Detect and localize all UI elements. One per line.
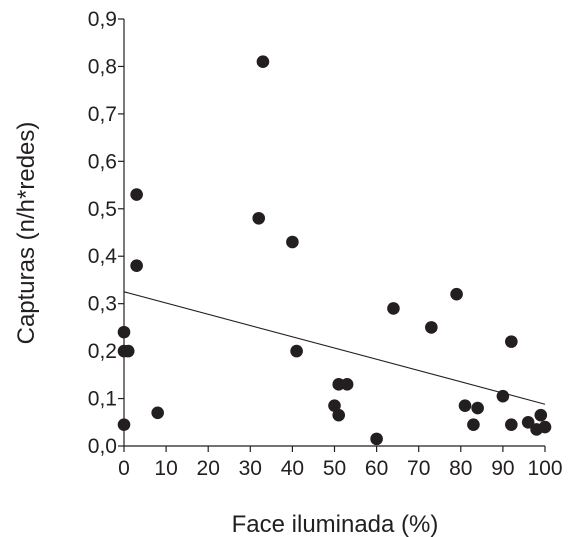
data-point	[118, 418, 131, 431]
data-points	[118, 55, 552, 445]
data-point	[459, 399, 472, 412]
y-axis-title: Capturas (n/h*redes)	[13, 122, 40, 345]
x-tick-label: 80	[449, 457, 472, 480]
data-point	[425, 321, 438, 334]
x-axis-title: Face iluminada (%)	[232, 511, 439, 537]
data-point	[118, 345, 131, 358]
x-tick-label: 100	[527, 457, 562, 480]
data-point	[370, 433, 383, 446]
data-point	[118, 326, 131, 339]
data-point	[341, 378, 354, 391]
y-tick-label: 0,1	[88, 388, 117, 411]
y-tick-label: 0,9	[88, 8, 117, 31]
x-tick-label: 50	[323, 457, 346, 480]
data-point	[130, 259, 143, 272]
data-point	[130, 188, 143, 201]
data-point	[387, 302, 400, 315]
x-tick-label: 90	[491, 457, 514, 480]
x-tick-label: 60	[365, 457, 388, 480]
y-tick-label: 0,3	[88, 293, 117, 316]
data-point	[332, 409, 345, 422]
data-point	[471, 402, 484, 415]
data-point	[286, 236, 299, 249]
data-point	[539, 421, 552, 434]
data-point	[505, 335, 518, 348]
y-tick-label: 0,5	[88, 198, 117, 221]
x-tick-label: 40	[281, 457, 304, 480]
y-tick-label: 0,4	[88, 245, 118, 268]
data-point	[151, 406, 164, 419]
y-tick-label: 0,0	[88, 435, 117, 458]
x-tick-label: 20	[197, 457, 220, 480]
x-tick-label: 10	[154, 457, 177, 480]
data-point	[497, 390, 510, 403]
y-axis-ticks: 0,0 0,1 0,2 0,3 0,4 0,5 0,6 0,7 0,8 0,9	[88, 8, 124, 458]
x-tick-label: 0	[118, 457, 130, 480]
data-point	[505, 418, 518, 431]
y-tick-label: 0,2	[88, 340, 117, 363]
data-point	[290, 345, 303, 358]
y-tick-label: 0,8	[88, 55, 117, 78]
data-point	[467, 418, 480, 431]
y-tick-label: 0,7	[88, 103, 117, 126]
data-point	[450, 288, 463, 301]
y-tick-label: 0,6	[88, 150, 117, 173]
data-point	[257, 55, 270, 68]
data-point	[252, 212, 265, 225]
x-axis-ticks: 0 10 20 30 40 50 60 70 80 90 100	[118, 446, 562, 480]
x-tick-label: 70	[407, 457, 430, 480]
x-tick-label: 30	[239, 457, 262, 480]
data-point	[534, 409, 547, 422]
